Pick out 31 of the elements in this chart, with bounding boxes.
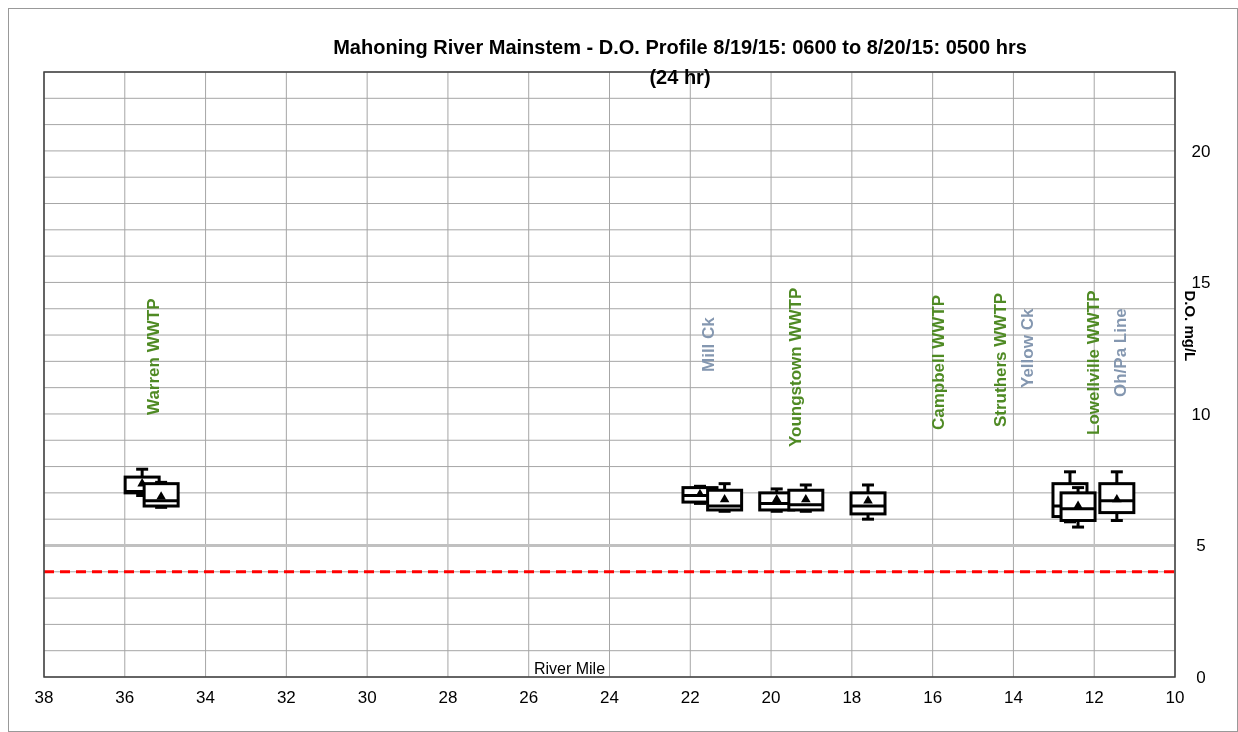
x-tick-label: 32 — [276, 688, 296, 707]
annotation: Youngstown WWTP — [786, 287, 805, 447]
x-tick-label: 36 — [115, 688, 135, 707]
annotation: Warren WWTP — [144, 298, 163, 415]
y-axis-title: D.O. mg/L — [1182, 290, 1199, 362]
x-tick-label: 24 — [600, 688, 619, 707]
x-tick-label: 16 — [923, 688, 943, 707]
annotation: Mill Ck — [699, 316, 718, 372]
x-tick-label: 20 — [761, 688, 781, 707]
x-tick-label: 18 — [842, 688, 862, 707]
chart-title: Mahoning River Mainstem - D.O. Profile 8/19/15: 0600 to 8/20/15: 0500 hrs — [333, 36, 1027, 58]
y-tick-label: 5 — [1196, 536, 1206, 556]
chart-subtitle: (24 hr) — [649, 66, 711, 88]
x-tick-label: 10 — [1165, 688, 1185, 707]
x-tick-label: 38 — [34, 688, 54, 707]
annotation: Lowellville WWTP — [1084, 290, 1103, 435]
y-tick-label: 20 — [1191, 141, 1211, 161]
y-tick-label: 10 — [1191, 404, 1211, 424]
annotation: Campbell WWTP — [929, 294, 948, 430]
y-tick-label: 0 — [1196, 668, 1206, 687]
x-tick-label: 28 — [438, 688, 458, 707]
x-tick-label: 26 — [519, 688, 539, 707]
annotation: Yellow Ck — [1018, 308, 1037, 388]
x-tick-label: 14 — [1003, 688, 1023, 707]
x-tick-label: 22 — [680, 688, 700, 707]
x-axis-title: River Mile — [533, 660, 606, 677]
x-tick-label: 34 — [196, 688, 216, 707]
annotation: Struthers WWTP — [991, 292, 1010, 427]
annotation: Oh/Pa Line — [1111, 308, 1130, 397]
x-tick-label: 12 — [1084, 688, 1104, 707]
x-tick-label: 30 — [357, 688, 377, 707]
